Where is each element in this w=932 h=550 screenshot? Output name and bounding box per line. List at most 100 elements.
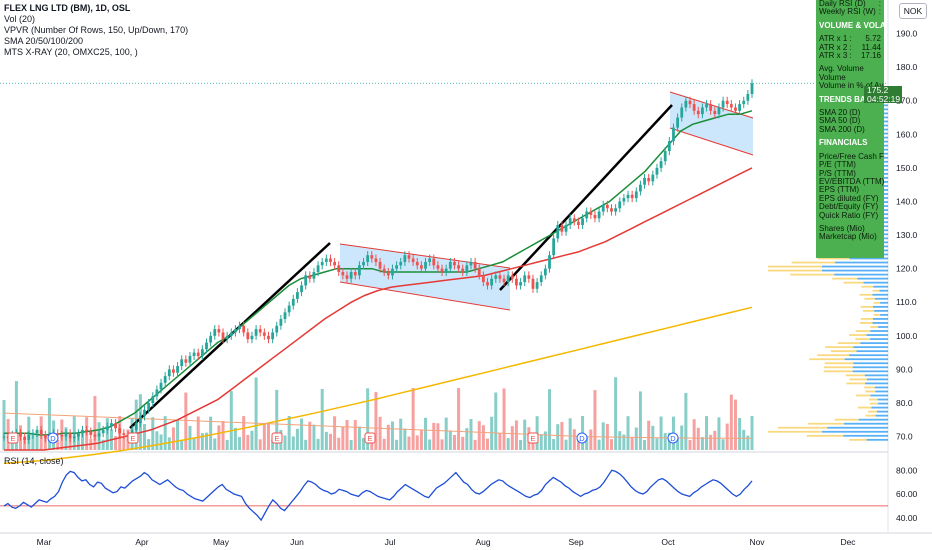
dividend-marker — [47, 432, 59, 444]
candle-body — [200, 349, 204, 356]
candle-body — [180, 359, 184, 367]
rsi-line — [3, 469, 753, 522]
candle-body — [238, 325, 241, 330]
vpvr-bar-up — [853, 362, 888, 365]
volume-bar — [300, 418, 304, 450]
volume-bar — [572, 429, 576, 450]
volume-bar — [320, 388, 324, 450]
financials-item-label: EV/EBITDA (TTM) — [819, 176, 884, 186]
volume-bar — [523, 419, 527, 450]
xray-indicator-label[interactable]: MTS X-RAY (20, OMXC25, 100, ) — [4, 47, 138, 57]
volume-bar — [147, 439, 151, 450]
time-tick-label: Aug — [475, 537, 490, 547]
volume-bar — [10, 439, 14, 450]
financials-item-label: P/S (TTM) — [819, 168, 856, 178]
vpvr-bar-up — [849, 257, 888, 260]
volume-bar — [93, 396, 97, 450]
volume-bar — [448, 430, 452, 450]
vpvr-bar-up — [860, 342, 888, 345]
bear-flag-channel-2 — [670, 92, 753, 155]
volume-bar — [436, 423, 440, 450]
volume-bar — [242, 416, 246, 450]
volume-bar — [618, 431, 622, 450]
atr1-value: 5.72 — [865, 34, 881, 44]
candle-body — [506, 275, 510, 283]
vpvr-indicator-label[interactable]: VPVR (Number Of Rows, 150, Up/Down, 170) — [4, 25, 189, 35]
vpvr-bar-down — [825, 346, 854, 349]
volume-bar — [721, 439, 725, 450]
volume-bar — [345, 419, 349, 450]
volume-bar — [643, 439, 647, 450]
event-marker-label: E — [274, 434, 279, 443]
volume-bar — [283, 435, 287, 450]
volume-bar — [481, 425, 485, 450]
event-marker-label: D — [670, 434, 676, 443]
volume-bar — [477, 421, 481, 450]
time-tick-label: Mar — [37, 537, 52, 547]
volume-bar — [626, 416, 630, 450]
volume-bar — [287, 416, 291, 450]
volume-bar — [684, 392, 688, 450]
candle-body — [213, 329, 217, 336]
candle-body — [399, 261, 403, 266]
candle-body — [651, 174, 655, 182]
vpvr-bar-down — [856, 394, 871, 397]
dividend-marker — [667, 432, 679, 444]
price-tick-label: 110.0 — [896, 297, 917, 307]
volume-bar — [151, 417, 155, 450]
volume-bar — [353, 420, 357, 450]
candle-body — [110, 423, 113, 427]
vpvr-bar-up — [880, 301, 888, 304]
vpvr-bar-down — [824, 362, 854, 365]
candle-body — [676, 117, 680, 128]
volume-bar — [725, 423, 729, 450]
volume-bar — [366, 388, 370, 450]
price-tick-label: 100.0 — [896, 331, 918, 341]
candle-body — [341, 272, 345, 276]
candle-body — [705, 104, 708, 108]
currency-badge[interactable]: NOK — [899, 3, 927, 19]
price-tick-label: 180.0 — [896, 62, 918, 72]
shares-row: Shares (Mio) — [816, 224, 884, 233]
candle-body — [552, 238, 556, 256]
candle-body — [89, 431, 93, 435]
candle-body — [221, 332, 225, 340]
bar-countdown: 04:52:19 — [867, 93, 901, 104]
financials-item: Price/Free Cash F — [816, 152, 884, 161]
avg-volume-row: Avg. Volume — [816, 65, 884, 74]
candle-body — [85, 429, 89, 432]
volume-bar — [275, 389, 279, 450]
volume-indicator-label[interactable]: Vol (20) — [4, 14, 36, 24]
volume-bar — [440, 439, 444, 450]
volume-bar — [733, 399, 737, 450]
rsi-legend[interactable]: RSI (14, close) — [4, 456, 64, 466]
time-tick-label: Oct — [661, 537, 675, 547]
volume-bar — [498, 433, 502, 450]
sma-indicator-label[interactable]: SMA 20/50/100/200 — [4, 36, 84, 46]
vpvr-bar-up — [872, 322, 888, 324]
candle-body — [738, 104, 742, 111]
volume-bar — [196, 416, 200, 450]
vpvr-bar-up — [857, 277, 888, 280]
candle-body — [564, 225, 568, 232]
vpvr-bar-down — [824, 366, 853, 369]
candle-body — [93, 434, 97, 437]
candle-body — [626, 194, 630, 199]
trends-header: TRENDS BASED O — [819, 94, 884, 104]
vpvr-bar-up — [880, 176, 888, 179]
vpvr-bar-up — [876, 410, 888, 413]
volume-bar — [647, 420, 651, 450]
candle-body — [473, 261, 477, 269]
candle-body — [725, 100, 729, 105]
candle-body — [35, 429, 39, 434]
candle-body — [440, 268, 444, 273]
candle-body — [333, 261, 337, 266]
volume-bar — [490, 416, 494, 450]
vpvr-bar-up — [844, 422, 888, 425]
candle-body — [618, 201, 622, 209]
symbol-title[interactable]: FLEX LNG LTD (BM), 1D, OSL — [4, 3, 131, 13]
candle-body — [382, 268, 386, 273]
candle-body — [27, 434, 31, 440]
candle-body — [415, 261, 419, 266]
